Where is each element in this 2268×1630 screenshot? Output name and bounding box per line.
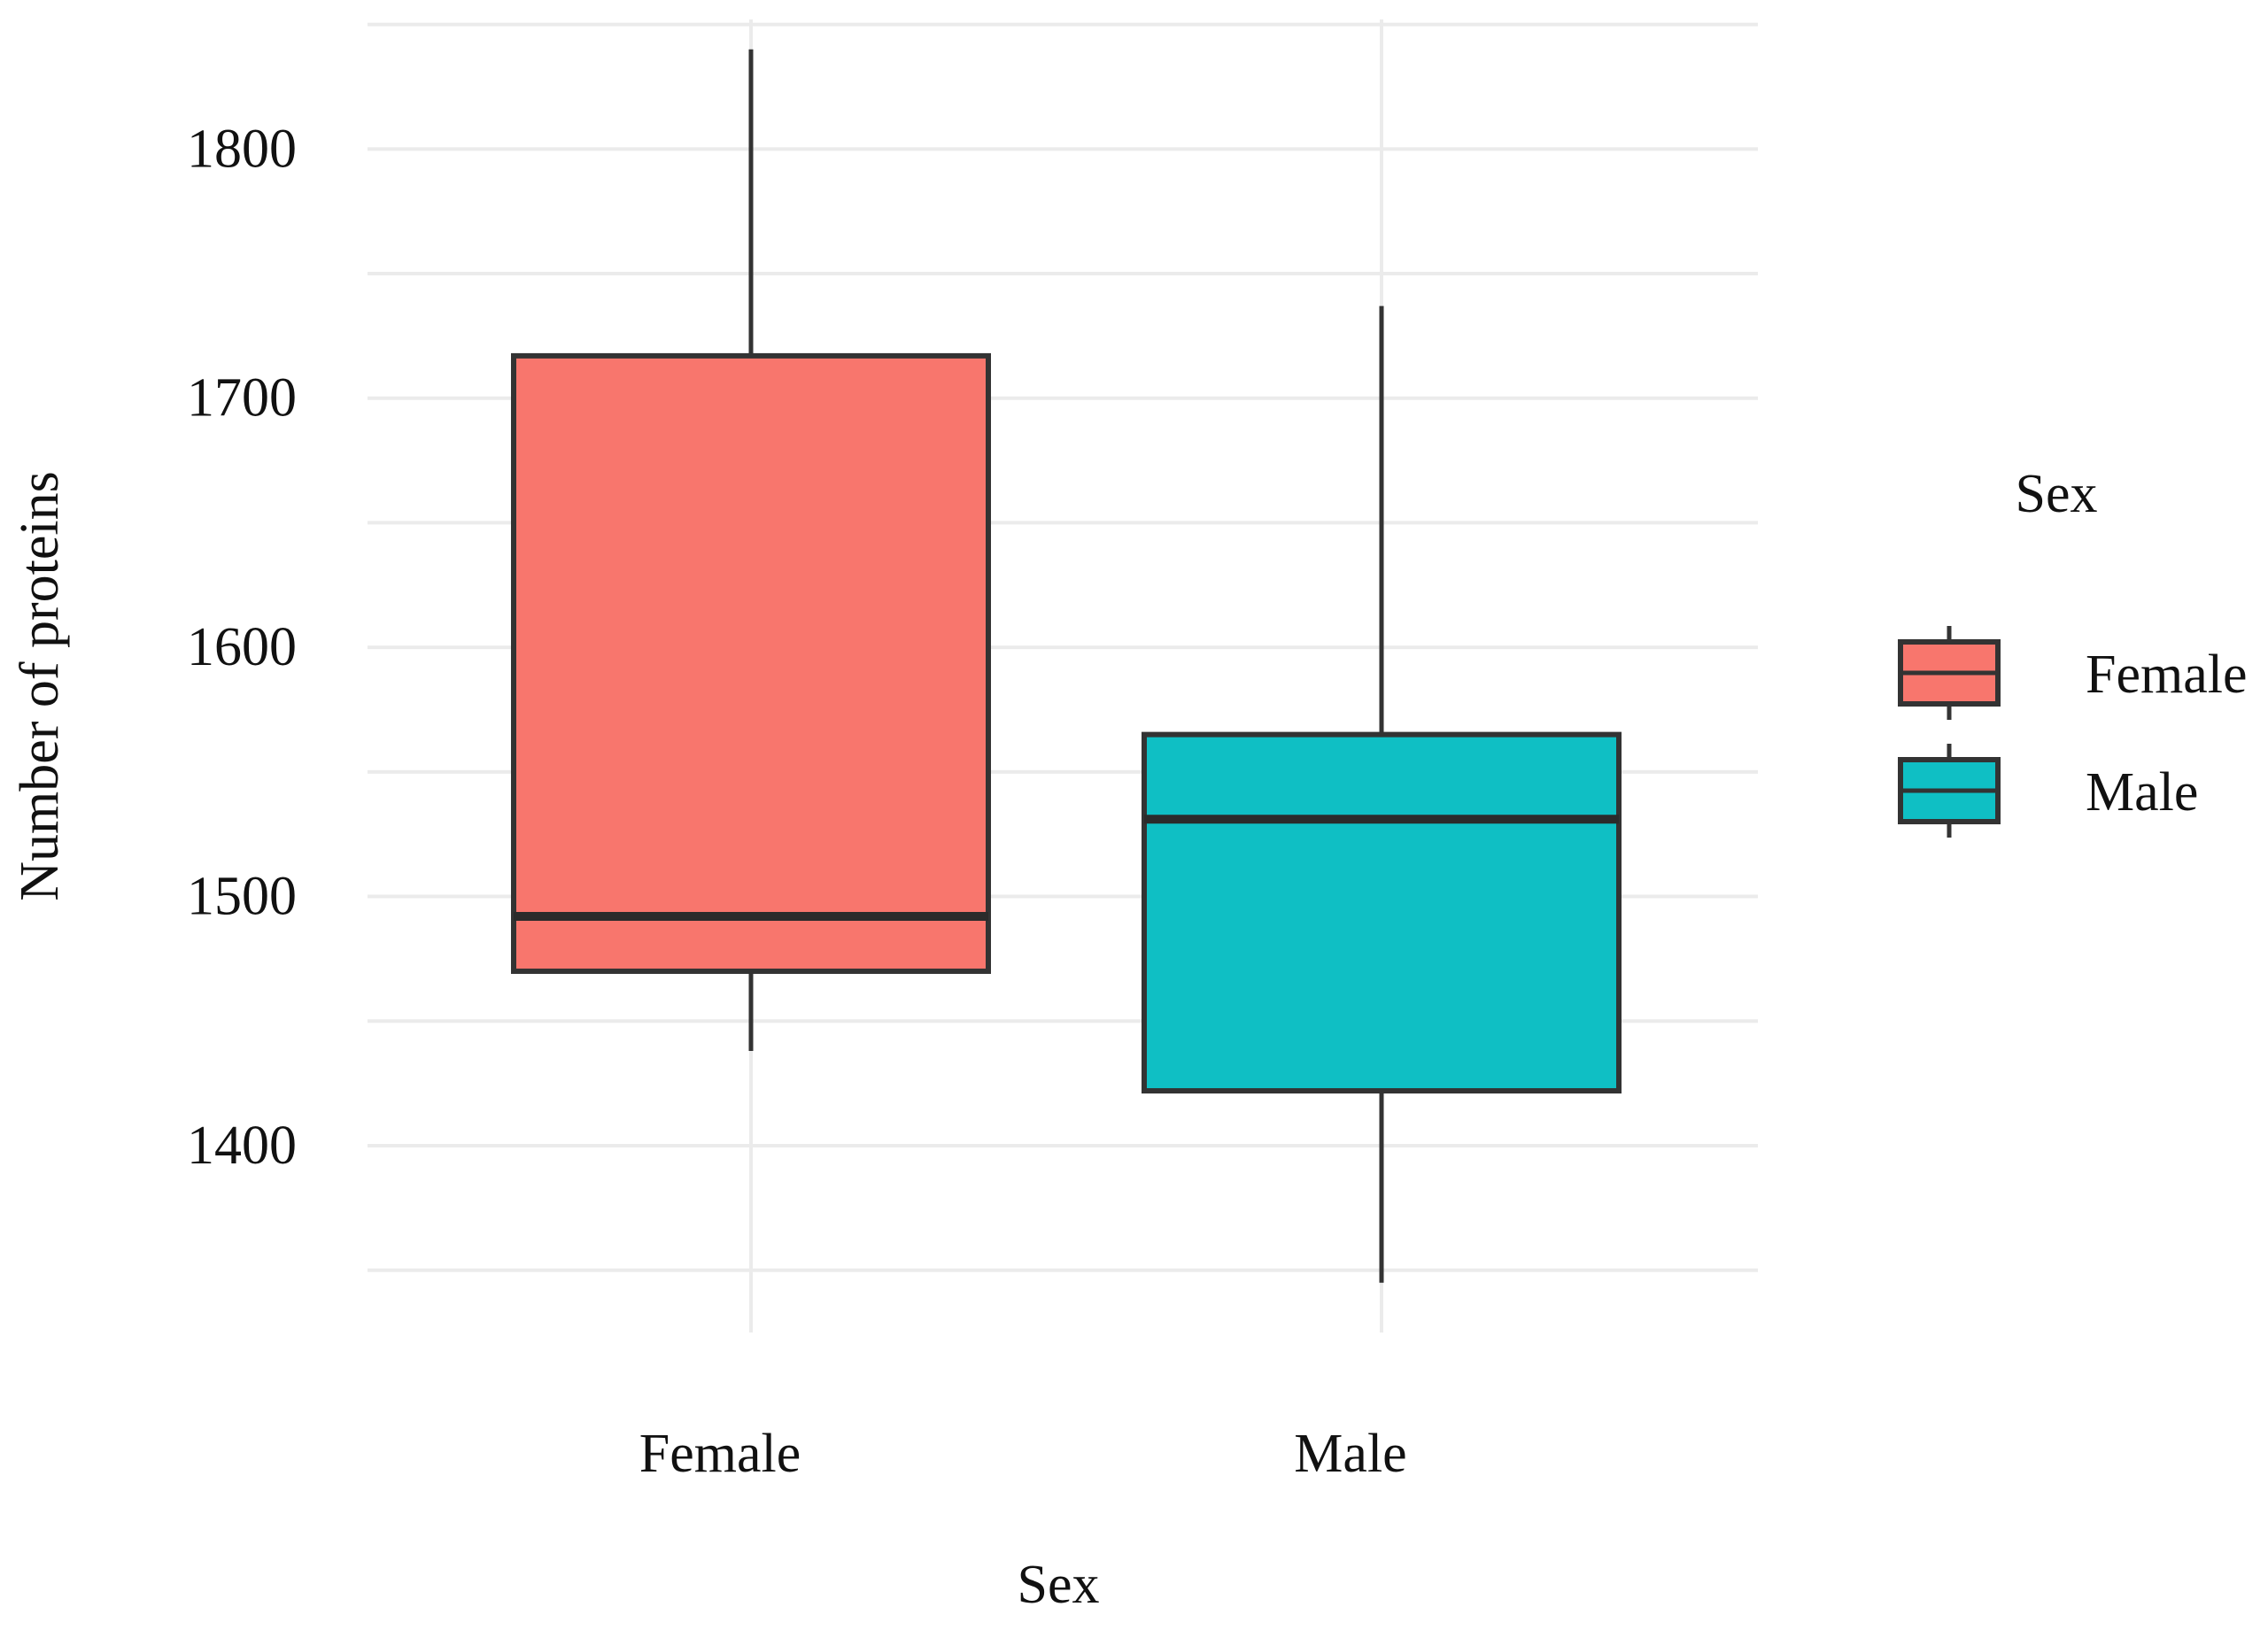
x-tick-label: Male	[1294, 1424, 1406, 1484]
legend: Sex Female Male	[1898, 464, 2248, 838]
box-iqr	[1142, 731, 1622, 1094]
boxes	[511, 49, 1622, 1283]
legend-key-male	[1898, 744, 2001, 838]
legend-label: Male	[2086, 762, 2198, 823]
y-tick-label: 1600	[187, 617, 297, 677]
y-tick-label: 1400	[187, 1116, 297, 1176]
box-female	[511, 49, 991, 1052]
box-male	[1142, 305, 1622, 1283]
y-tick-label: 1700	[187, 368, 297, 429]
x-tick-labels: Female Male	[639, 1424, 1407, 1484]
x-tick-label: Female	[639, 1424, 801, 1484]
legend-title: Sex	[2016, 464, 2098, 524]
y-tick-labels: 1400 1500 1600 1700 1800	[187, 119, 297, 1176]
y-axis-title: Number of proteins	[10, 471, 70, 901]
legend-key-female	[1898, 626, 2001, 720]
y-tick-label: 1800	[187, 119, 297, 179]
legend-label: Female	[2086, 645, 2248, 705]
x-axis-title: Sex	[1018, 1555, 1100, 1615]
y-tick-label: 1500	[187, 867, 297, 927]
box-iqr	[511, 352, 991, 974]
